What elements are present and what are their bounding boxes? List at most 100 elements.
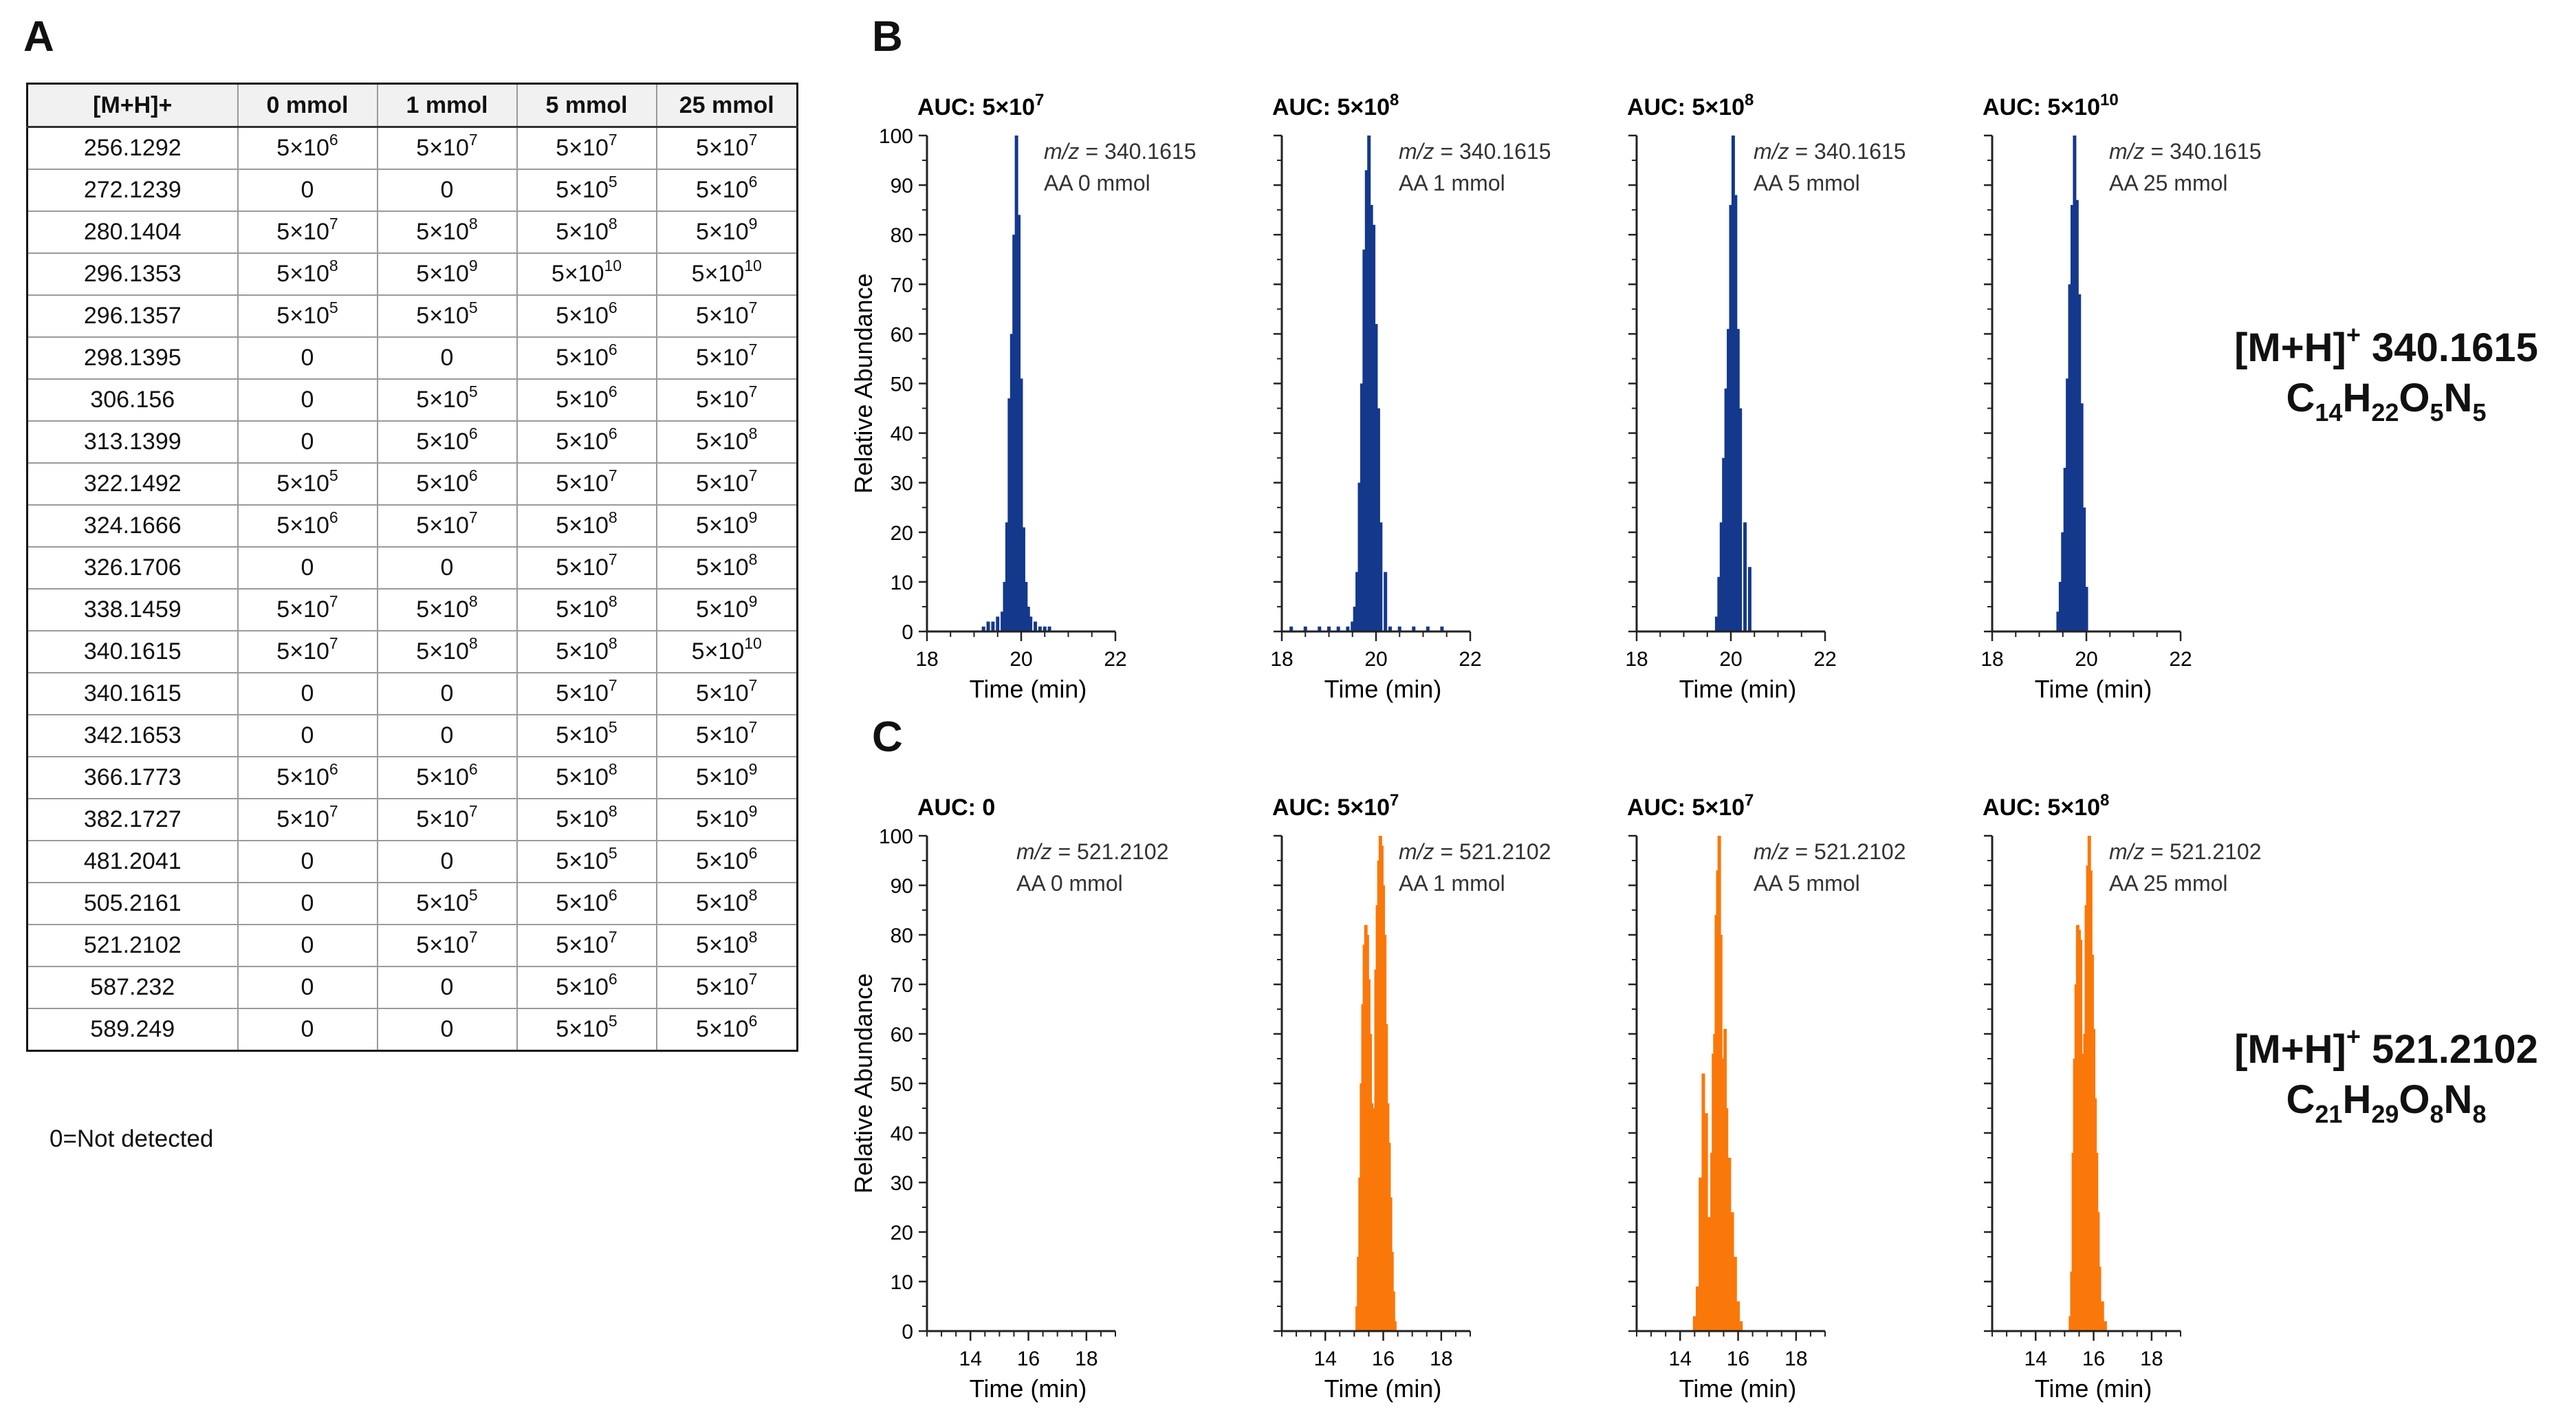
auc-cell: 5×106 — [655, 1008, 798, 1052]
mz-cell: 382.1727 — [26, 798, 239, 841]
auc-cell: 5×106 — [516, 378, 657, 422]
condition-annotation: AA 0 mmol — [1016, 871, 1123, 896]
chart-title: AUC: 5×107 — [1272, 791, 1399, 821]
auc-cell: 0 — [376, 546, 518, 590]
data-bar — [996, 616, 1000, 631]
y-tick-label: 0 — [902, 621, 913, 644]
condition-annotation: AA 5 mmol — [1754, 871, 1860, 896]
data-bar — [1397, 626, 1401, 631]
mz-cell: 272.1239 — [26, 169, 239, 212]
data-bar — [1038, 626, 1042, 631]
mz-cell: 589.249 — [26, 1008, 239, 1052]
table-row: 296.1353 5×108 5×109 5×1010 5×1010 — [26, 252, 798, 296]
mz-cell: 326.1706 — [26, 546, 239, 590]
auc-cell: 5×108 — [516, 504, 657, 548]
auc-cell: 0 — [376, 840, 518, 883]
data-bar — [1007, 398, 1012, 631]
data-bar — [2077, 294, 2082, 631]
data-bar — [1738, 408, 1743, 631]
auc-cell: 5×107 — [237, 630, 378, 673]
mz-cell: 481.2041 — [26, 840, 239, 883]
auc-cell: 5×106 — [237, 126, 378, 170]
auc-cell: 0 — [237, 714, 378, 757]
auc-cell: 0 — [237, 924, 378, 967]
data-bar — [1353, 606, 1357, 631]
data-bar — [1736, 1301, 1740, 1331]
auc-cell: 5×108 — [655, 546, 798, 590]
auc-cell: 0 — [237, 169, 378, 212]
auc-cell: 5×107 — [376, 924, 518, 967]
x-tick-label: 22 — [1104, 648, 1126, 671]
abundance-table: [M+H]+ 0 mmol 1 mmol 5 mmol 25 mmol 256.1292… — [26, 83, 798, 1052]
y-axis-label: Relative Abundance — [849, 273, 877, 493]
y-tick-label: 10 — [891, 1271, 913, 1294]
x-tick-label: 16 — [1017, 1348, 1040, 1370]
auc-cell: 5×108 — [376, 630, 518, 673]
data-bar — [1355, 572, 1360, 631]
data-bar — [2080, 403, 2084, 631]
condition-annotation: AA 5 mmol — [1754, 171, 1860, 195]
x-axis-label: Time (min) — [1679, 675, 1797, 703]
mz-annotation: m/z = 521.2102 — [1399, 839, 1551, 864]
data-bar — [1289, 626, 1294, 631]
y-tick-label: 80 — [891, 925, 913, 947]
mz-cell: 521.2102 — [26, 924, 239, 967]
data-bar — [2073, 136, 2077, 631]
auc-cell: 0 — [376, 1008, 518, 1052]
data-bar — [1376, 408, 1380, 631]
data-bar — [1731, 136, 1735, 631]
auc-cell: 5×106 — [655, 169, 798, 212]
panel-label-b: B — [872, 13, 903, 61]
auc-cell: 0 — [376, 169, 518, 212]
table-row: 272.1239 0 0 5×105 5×106 — [26, 169, 798, 212]
condition-annotation: AA 1 mmol — [1399, 171, 1505, 195]
auc-cell: 5×107 — [516, 672, 657, 715]
auc-cell: 5×1010 — [655, 630, 798, 673]
data-bar — [1734, 195, 1738, 631]
x-tick-label: 18 — [1784, 1348, 1807, 1370]
y-tick-label: 60 — [891, 323, 913, 346]
auc-cell: 5×109 — [655, 588, 798, 631]
data-bar — [1743, 522, 1747, 631]
data-bar — [1014, 136, 1018, 631]
column-header: 5 mmol — [516, 83, 657, 128]
data-bar — [1388, 626, 1393, 631]
y-tick-label: 20 — [891, 1222, 913, 1244]
condition-annotation: AA 25 mmol — [2109, 871, 2228, 896]
x-tick-label: 20 — [2075, 648, 2097, 671]
auc-cell: 5×106 — [516, 882, 657, 925]
y-axis-label: Relative Abundance — [849, 973, 877, 1193]
auc-cell: 5×105 — [516, 1008, 657, 1052]
y-tick-label: 90 — [891, 875, 913, 898]
mz-cell: 322.1492 — [26, 462, 239, 506]
column-header: 1 mmol — [376, 83, 518, 128]
data-bar — [1701, 1073, 1705, 1331]
x-axis-label: Time (min) — [2035, 675, 2152, 703]
auc-cell: 0 — [376, 672, 518, 715]
data-bar — [1019, 378, 1023, 631]
auc-cell: 5×108 — [655, 924, 798, 967]
mz-cell: 587.232 — [26, 966, 239, 1009]
y-tick-label: 50 — [891, 374, 913, 396]
data-bar — [1336, 626, 1340, 631]
y-tick-label: 20 — [891, 522, 913, 545]
data-bar — [1017, 215, 1021, 631]
data-bar — [2056, 612, 2060, 631]
data-bar — [1351, 621, 1355, 631]
auc-cell: 5×105 — [516, 714, 657, 757]
data-bar — [1704, 1113, 1708, 1331]
data-bar — [1729, 204, 1733, 631]
x-tick-label: 16 — [1372, 1348, 1395, 1370]
x-tick-label: 18 — [1270, 648, 1293, 671]
data-bar — [1739, 1321, 1743, 1331]
y-tick-label: 30 — [891, 473, 913, 495]
auc-cell: 5×105 — [376, 294, 518, 338]
x-tick-label: 18 — [915, 648, 938, 671]
table-row: 521.2102 0 5×107 5×107 5×108 — [26, 924, 798, 967]
mz-cell: 256.1292 — [26, 126, 239, 170]
data-bar — [1714, 616, 1718, 631]
formula-chem: C21H29O8N8 — [2286, 1077, 2487, 1128]
mz-annotation: m/z = 521.2102 — [1754, 839, 1906, 864]
mz-annotation: m/z = 340.1615 — [1044, 139, 1196, 164]
data-bar — [986, 621, 990, 631]
